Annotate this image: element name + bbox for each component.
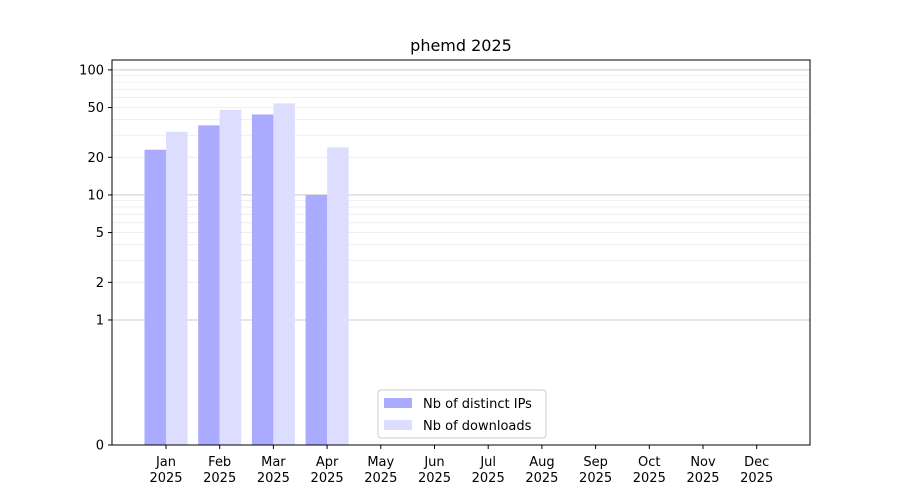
bar-downloads bbox=[219, 109, 242, 445]
x-tick-label-month: Jun bbox=[423, 455, 444, 470]
bars bbox=[144, 103, 349, 446]
x-tick-label-year: 2025 bbox=[418, 471, 451, 486]
x-tick-label-year: 2025 bbox=[525, 471, 558, 486]
legend: Nb of distinct IPs Nb of downloads bbox=[377, 389, 547, 439]
y-tick-label: 1 bbox=[96, 313, 104, 328]
bar-downloads bbox=[166, 131, 188, 445]
x-tick-label-year: 2025 bbox=[311, 471, 344, 486]
bar-distinct-ips bbox=[198, 125, 220, 445]
legend-swatch-distinct-ips bbox=[384, 398, 412, 408]
x-tick-label-month: Dec bbox=[744, 455, 769, 470]
x-tick-label-year: 2025 bbox=[579, 471, 612, 486]
legend-label-distinct-ips: Nb of distinct IPs bbox=[423, 397, 532, 412]
legend-label-downloads: Nb of downloads bbox=[423, 419, 532, 434]
bar-distinct-ips bbox=[251, 114, 274, 445]
x-tick-label-year: 2025 bbox=[203, 471, 236, 486]
bar-distinct-ips bbox=[305, 194, 328, 445]
x-tick-label-year: 2025 bbox=[740, 471, 773, 486]
x-tick-label-year: 2025 bbox=[633, 471, 666, 486]
x-tick-label-month: Nov bbox=[690, 455, 716, 470]
y-axis: 0 1 2 5 10 20 50 100 bbox=[79, 63, 112, 454]
x-tick-label-year: 2025 bbox=[364, 471, 397, 486]
x-tick-label-year: 2025 bbox=[472, 471, 505, 486]
y-tick-label: 5 bbox=[96, 226, 104, 241]
y-tick-label: 10 bbox=[87, 188, 104, 203]
chart-title: phemd 2025 bbox=[410, 36, 512, 55]
x-tick-label-month: Apr bbox=[316, 455, 339, 470]
y-tick-label: 100 bbox=[79, 63, 104, 78]
bar-downloads bbox=[273, 103, 295, 446]
x-tick-label-month: Sep bbox=[583, 455, 608, 470]
legend-swatch-downloads bbox=[384, 420, 412, 430]
legend-frame bbox=[377, 389, 547, 439]
x-tick-label-month: Jul bbox=[479, 455, 496, 470]
x-tick-label-month: Oct bbox=[638, 455, 660, 470]
x-tick-label-month: Jan bbox=[155, 455, 176, 470]
plot-area bbox=[111, 59, 811, 446]
bar-downloads bbox=[327, 147, 349, 446]
x-tick-label-month: May bbox=[367, 455, 394, 470]
x-axis: Jan2025Feb2025Mar2025Apr2025May2025Jun20… bbox=[149, 445, 773, 486]
x-tick-label-year: 2025 bbox=[686, 471, 719, 486]
y-tick-label: 50 bbox=[87, 101, 104, 116]
y-tick-label: 0 bbox=[96, 439, 104, 454]
x-tick-label-month: Feb bbox=[208, 455, 231, 470]
x-tick-label-month: Aug bbox=[529, 455, 554, 470]
y-tick-label: 20 bbox=[87, 151, 104, 166]
y-tick-label: 2 bbox=[96, 276, 104, 291]
x-tick-label-month: Mar bbox=[261, 455, 286, 470]
bar-distinct-ips bbox=[144, 149, 166, 446]
x-tick-label-year: 2025 bbox=[149, 471, 182, 486]
x-tick-label-year: 2025 bbox=[257, 471, 290, 486]
